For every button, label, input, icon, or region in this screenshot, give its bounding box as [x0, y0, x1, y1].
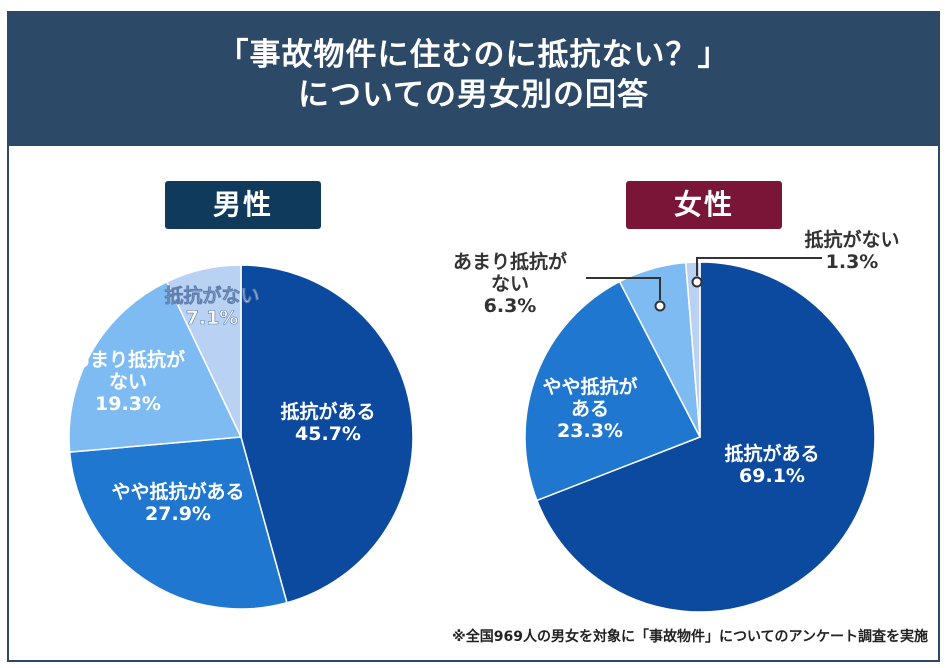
slice-value: 69.1%: [739, 465, 805, 487]
callout-line: [586, 277, 661, 300]
slice-label: あまり抵抗がない 6.3%: [453, 250, 567, 317]
slice-label: やや抵抗がある 23.3%: [542, 375, 637, 442]
title-line-1: 「事故物件に住むのに抵抗ない？」: [217, 37, 730, 73]
slice-label: やや抵抗がある 27.9%: [111, 480, 244, 525]
slice-label: 抵抗がある 45.7%: [280, 400, 375, 445]
pie-slice: [240, 264, 414, 604]
slice-value: 45.7%: [295, 423, 361, 445]
slice-label: 抵抗がない 7.1%: [164, 284, 259, 329]
female-badge: 女性: [626, 181, 782, 229]
pie-slice: [684, 261, 701, 438]
slice-name: やや抵抗が: [542, 375, 637, 398]
male-badge: 男性: [165, 181, 321, 229]
slice-label: 抵抗がない 1.3%: [804, 228, 899, 273]
slice-name: 抵抗がある: [724, 442, 819, 465]
slice-value: 27.9%: [145, 503, 211, 525]
slice-name: やや抵抗がある: [111, 480, 244, 503]
pie-female: 抵抗がある 69.1% やや抵抗がある 23.3% あまり抵抗がない 6.3% 抵抗がない 1…: [453, 228, 900, 613]
slice-name: 抵抗がない: [804, 228, 899, 251]
slice-label: あまり抵抗がない 19.3%: [71, 348, 185, 415]
callout-dot: [691, 276, 703, 288]
pie-slice: [68, 280, 243, 453]
callout-dot: [654, 300, 666, 312]
slice-name: ない: [109, 371, 147, 393]
slice-value: 6.3%: [484, 295, 537, 317]
pie-slice: [535, 261, 876, 613]
slice-value: 1.3%: [826, 251, 879, 273]
slice-name: あまり抵抗が: [453, 250, 567, 273]
pie-male: 抵抗がある 45.7% やや抵抗がある 27.9% あまり抵抗がない 19.3% 抵抗がない…: [68, 264, 414, 610]
slice-value: 23.3%: [557, 420, 623, 442]
slice-name: 抵抗がない: [164, 284, 259, 307]
slice-name: あまり抵抗が: [71, 348, 185, 371]
slice-name: ある: [571, 398, 609, 420]
pie-slice: [165, 264, 242, 438]
footnote: ※全国969人の男女を対象に「事故物件」についてのアンケート調査を実施: [452, 629, 928, 645]
pie-slice: [68, 436, 288, 610]
slice-value: 7.1%: [186, 307, 239, 329]
title-line-2: についての男女別の回答: [297, 77, 650, 113]
slice-label: 抵抗がある 69.1%: [724, 442, 819, 487]
slice-name: 抵抗がある: [280, 400, 375, 423]
callout-line: [696, 257, 822, 276]
title-header: 「事故物件に住むのに抵抗ない？」 についての男女別の回答: [7, 11, 940, 146]
slice-value: 19.3%: [95, 393, 161, 415]
pie-slice: [524, 280, 702, 502]
slice-name: ない: [491, 273, 529, 295]
